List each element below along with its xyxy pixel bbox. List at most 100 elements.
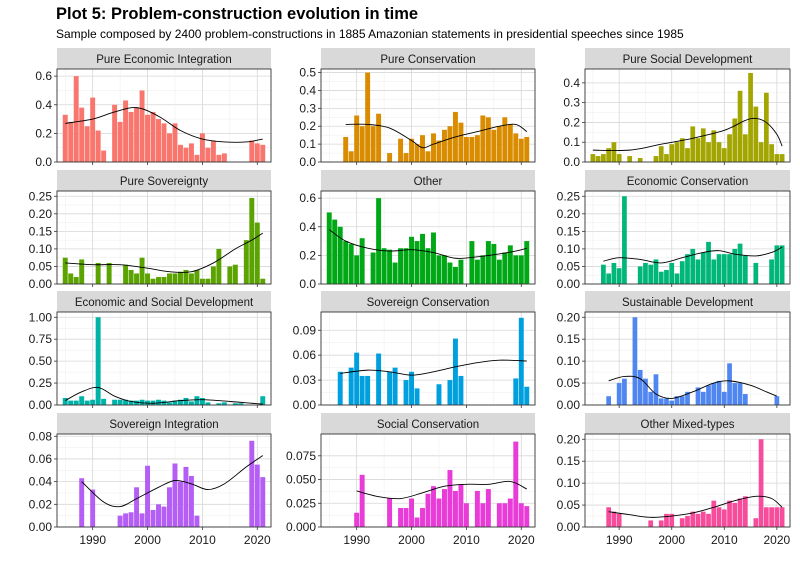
bar [348,243,354,284]
y-tick-label: 0.075 [286,449,316,463]
y-tick-label: 0.25 [557,189,581,203]
bar [221,153,227,162]
bar [348,151,354,162]
bar [637,158,643,162]
bar [742,255,748,284]
bar [669,400,675,405]
bar [62,257,68,284]
bar [737,498,743,527]
bar [658,146,664,162]
bar [199,278,205,284]
x-tick-label: 1990 [79,533,106,547]
bar [188,475,194,527]
y-tick-label: 0.2 [563,115,580,129]
bar [156,119,161,162]
bar [68,400,74,405]
bar [502,252,508,284]
panel-background [585,312,790,405]
bar [172,123,178,162]
bar [513,133,519,162]
bar [441,255,447,284]
bar [513,255,519,284]
panel-border [320,311,536,406]
bar [458,122,464,162]
bar [68,121,74,162]
bar [238,403,244,405]
bar [524,386,530,405]
facet-strip [321,413,535,434]
bar [711,383,717,405]
bar [398,508,404,527]
bar [326,212,332,284]
bar [716,254,722,284]
panel-border [56,433,272,528]
bar [679,518,685,527]
bar [90,97,96,162]
bar [507,124,513,162]
bar [611,511,617,527]
bar [653,156,659,162]
y-tick-label: 0.04 [29,475,53,489]
bar [210,140,216,162]
bar [156,276,161,284]
bar [145,114,151,162]
y-tick-label: 0.00 [557,398,581,412]
bar [210,266,216,284]
bar [343,241,349,284]
bar [643,378,648,405]
bar [737,90,743,162]
bar [690,511,696,527]
bar [167,273,172,284]
bar [359,375,365,405]
y-tick-label: 0.6 [35,69,52,83]
bar [611,142,617,162]
bar [167,133,172,162]
y-tick-label: 0.03 [293,373,317,387]
bar [123,100,129,162]
panel-background [57,312,271,405]
bar [95,130,101,162]
bar [172,273,178,284]
facet-label: Sustainable Development [622,297,754,309]
bar [679,396,685,405]
bar [79,396,85,405]
y-tick-label: 0.2 [299,248,316,262]
bar [409,498,415,527]
bar [742,496,748,527]
bar [658,271,664,284]
trend-line [608,495,783,518]
bar [700,391,706,405]
y-tick-label: 0.25 [29,376,53,390]
bar [128,269,134,284]
y-tick-label: 0.00 [29,277,53,291]
bar [779,245,785,284]
bar [73,400,79,405]
bar [79,478,85,527]
bar [518,503,524,527]
bar [441,129,447,162]
y-tick-label: 0.000 [286,520,316,534]
bar [711,259,717,284]
trend-line [603,246,783,264]
bar [611,262,617,284]
bar [117,399,123,405]
bar [674,142,680,162]
bar [227,266,233,284]
bar [606,273,612,284]
bar [695,387,701,405]
bar [199,133,205,162]
bar [167,402,172,405]
y-tick-label: 0.4 [299,83,316,97]
bar [616,154,622,162]
y-tick-label: 0.00 [557,277,581,291]
bar [643,262,648,284]
facet-label: Pure Conservation [380,54,475,66]
bar [420,233,425,284]
bar [441,489,447,527]
bar [524,241,530,284]
bar [695,513,701,527]
bar [403,380,409,405]
bar [188,273,194,284]
x-tick-label: 2010 [711,533,738,547]
